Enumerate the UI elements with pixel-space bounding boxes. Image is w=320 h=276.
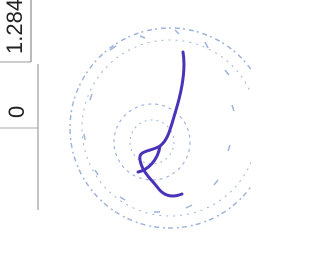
number-text: 1.284: [2, 0, 27, 54]
page: 1.284 0 (() => { const data = JSON.parse…: [0, 0, 251, 276]
scan: 1.284 0: [0, 0, 251, 276]
zero-text: 0: [4, 106, 29, 118]
